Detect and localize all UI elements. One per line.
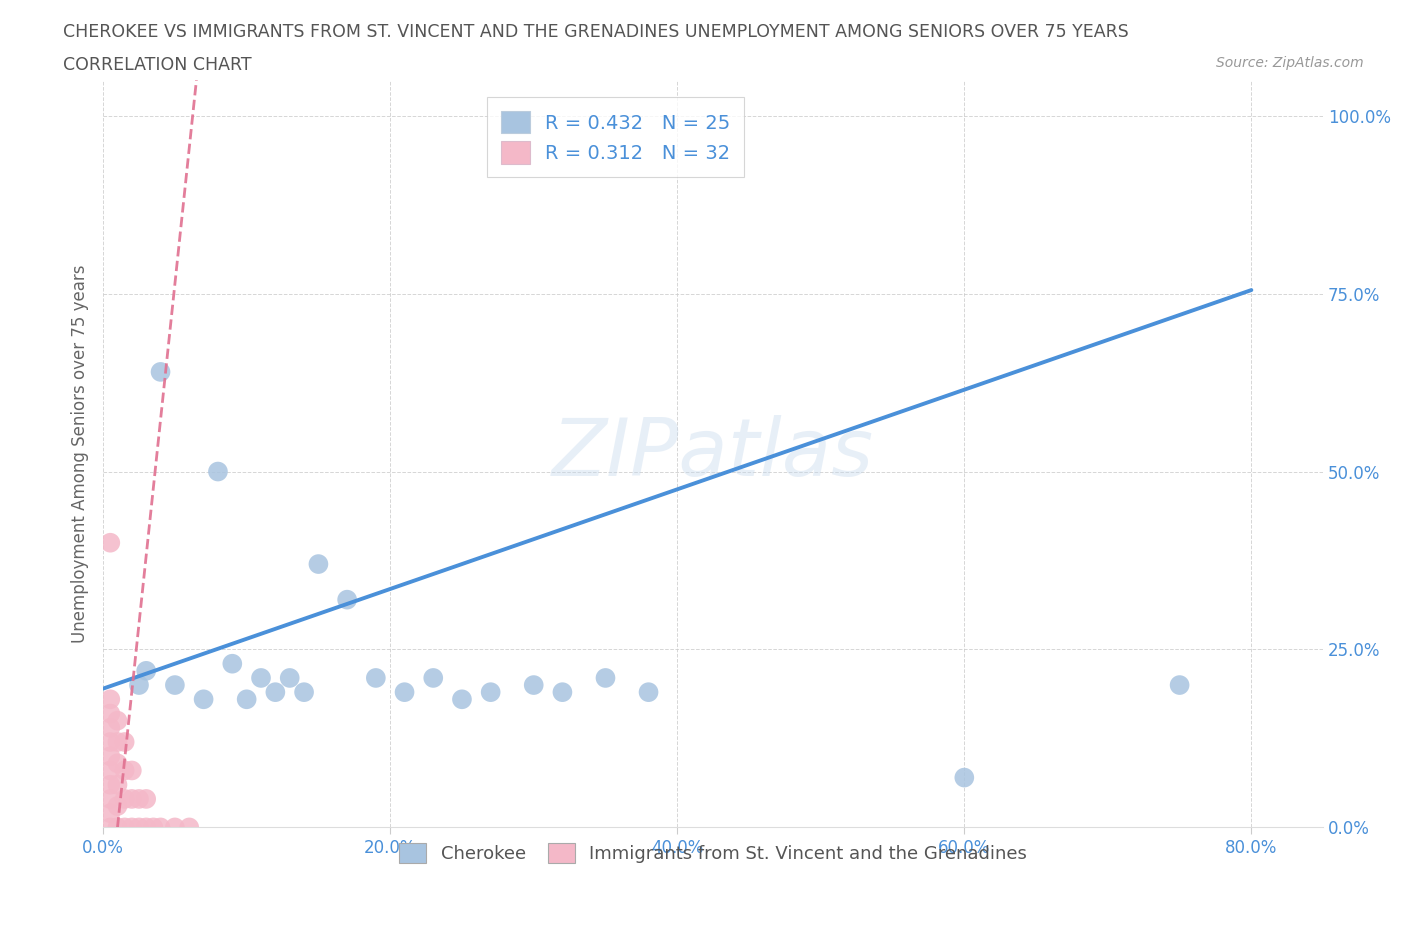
Point	[107, 820, 129, 835]
Point	[422, 671, 444, 685]
Point	[523, 678, 546, 693]
Point	[221, 657, 243, 671]
Point	[98, 763, 121, 777]
Point	[107, 713, 129, 728]
Point	[98, 820, 121, 835]
Point	[98, 777, 121, 792]
Legend: Cherokee, Immigrants from St. Vincent and the Grenadines: Cherokee, Immigrants from St. Vincent an…	[392, 835, 1035, 870]
Point	[98, 735, 121, 750]
Point	[235, 692, 257, 707]
Point	[307, 557, 329, 572]
Text: CHEROKEE VS IMMIGRANTS FROM ST. VINCENT AND THE GRENADINES UNEMPLOYMENT AMONG SE: CHEROKEE VS IMMIGRANTS FROM ST. VINCENT …	[63, 23, 1129, 41]
Point	[135, 663, 157, 678]
Point	[114, 820, 136, 835]
Point	[114, 763, 136, 777]
Point	[163, 678, 186, 693]
Text: CORRELATION CHART: CORRELATION CHART	[63, 56, 252, 73]
Point	[142, 820, 165, 835]
Point	[551, 684, 574, 699]
Text: ZIPatlas: ZIPatlas	[553, 415, 875, 493]
Point	[98, 791, 121, 806]
Point	[149, 820, 172, 835]
Point	[179, 820, 201, 835]
Point	[479, 684, 502, 699]
Point	[98, 721, 121, 736]
Point	[98, 805, 121, 820]
Point	[953, 770, 976, 785]
Point	[207, 464, 229, 479]
Point	[128, 820, 150, 835]
Point	[451, 692, 474, 707]
Point	[135, 791, 157, 806]
Point	[128, 678, 150, 693]
Point	[637, 684, 659, 699]
Point	[98, 749, 121, 764]
Point	[98, 536, 121, 551]
Point	[128, 791, 150, 806]
Point	[193, 692, 215, 707]
Point	[107, 777, 129, 792]
Point	[107, 799, 129, 814]
Point	[121, 763, 143, 777]
Point	[264, 684, 287, 699]
Point	[250, 671, 273, 685]
Point	[98, 706, 121, 721]
Point	[121, 791, 143, 806]
Point	[135, 820, 157, 835]
Point	[107, 735, 129, 750]
Point	[278, 671, 301, 685]
Point	[364, 671, 387, 685]
Point	[163, 820, 186, 835]
Point	[149, 365, 172, 379]
Point	[114, 791, 136, 806]
Point	[394, 684, 416, 699]
Point	[121, 820, 143, 835]
Point	[98, 692, 121, 707]
Point	[292, 684, 315, 699]
Point	[107, 756, 129, 771]
Point	[595, 671, 617, 685]
Y-axis label: Unemployment Among Seniors over 75 years: Unemployment Among Seniors over 75 years	[72, 264, 89, 643]
Text: Source: ZipAtlas.com: Source: ZipAtlas.com	[1216, 56, 1364, 70]
Point	[1168, 678, 1191, 693]
Point	[114, 735, 136, 750]
Point	[336, 592, 359, 607]
